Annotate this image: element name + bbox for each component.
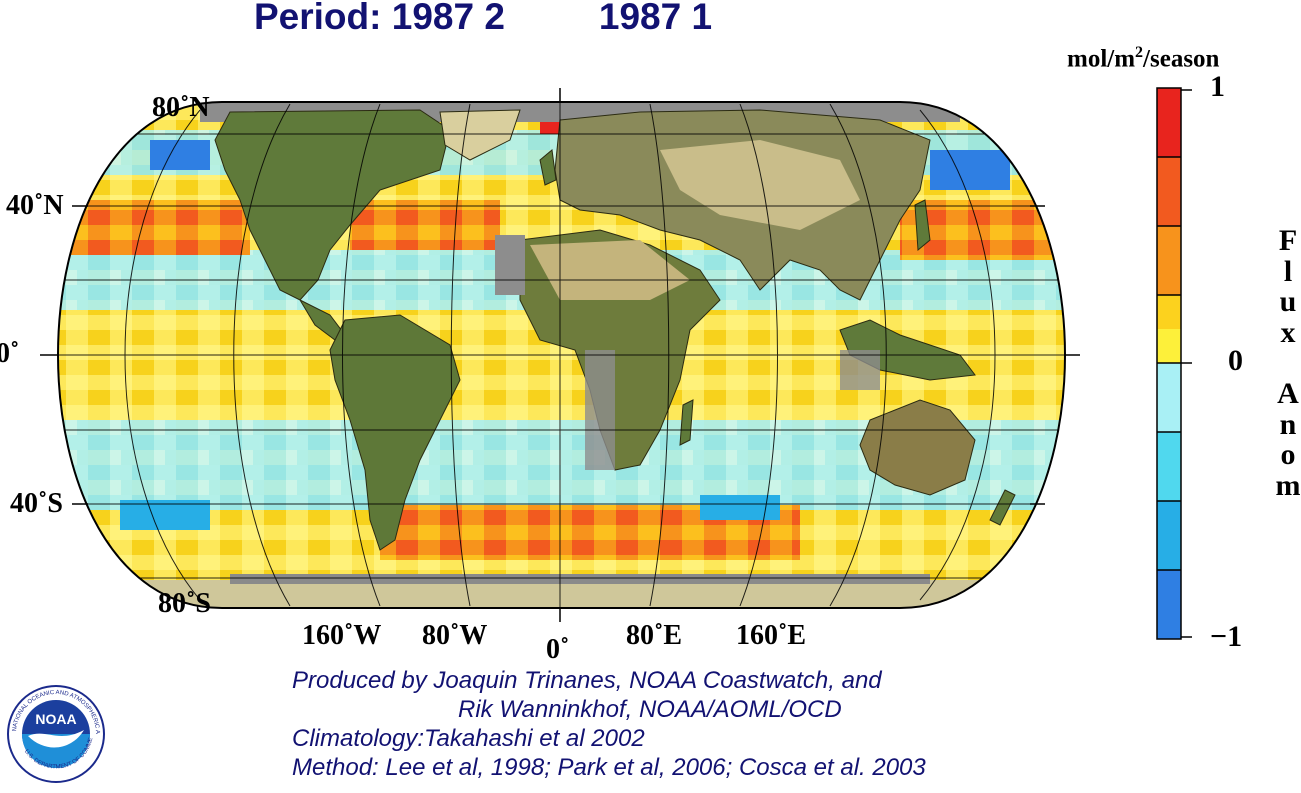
lon-label-160e: 160˚E (736, 620, 806, 651)
southwest-africa-no-data (585, 350, 615, 470)
north-pacific-east-anomaly (70, 200, 250, 255)
credits-block: Produced by Joaquin Trinanes, NOAA Coast… (292, 666, 926, 782)
unit-text-rest: /season (1143, 45, 1220, 73)
colorbar-segment (1157, 501, 1181, 570)
japan (914, 199, 931, 252)
madagascar (679, 399, 694, 446)
west-africa-no-data (495, 235, 525, 295)
credits-line-3: Climatology:Takahashi et al 2002 (292, 725, 645, 752)
noaa-logo-svg: NOAA NATIONAL OCEANIC AND ATMOSPHERIC AD… (4, 680, 105, 783)
noaa-logo: NOAA NATIONAL OCEANIC AND ATMOSPHERIC AD… (4, 680, 106, 784)
globe-clip-group (58, 102, 1065, 608)
bering-blue-cell (150, 140, 210, 170)
colorbar-unit-label: mol/m2/season (1067, 44, 1219, 73)
colorbar-segment (1157, 88, 1181, 157)
lon-label-160w: 160˚W (302, 620, 382, 651)
colorbar-segment (1157, 157, 1181, 226)
graticule (58, 102, 1065, 608)
lon-label-80w: 80˚W (422, 620, 488, 651)
colorbar-segment (1157, 295, 1181, 329)
side-label-char: A (1277, 376, 1299, 410)
south-america (329, 314, 461, 551)
side-label-char: n (1279, 407, 1297, 441)
north-america (214, 109, 451, 301)
period-second-label: 1987 1 (598, 0, 713, 37)
lat-label-0: 0˚ (0, 338, 20, 369)
unit-text: mol/m (1067, 45, 1136, 73)
sahara (530, 240, 690, 300)
antarctic-ice-edge (230, 574, 930, 584)
colorbar-segment (1157, 570, 1181, 639)
colorbar-segment (1157, 363, 1181, 432)
map-title: Period: 1987 2 1987 1 (254, 0, 712, 38)
lat-label-40s: 40˚S (10, 488, 63, 519)
side-label-char: u (1279, 285, 1297, 319)
side-label-char: x (1280, 315, 1296, 349)
british-isles (539, 149, 557, 186)
unit-superscript: 2 (1135, 44, 1144, 61)
maritime-no-data (840, 350, 880, 390)
noaa-logo-text: NOAA (35, 711, 76, 727)
credits-line-4: Method: Lee et al, 1998; Park et al, 200… (292, 754, 926, 781)
australia (859, 399, 976, 496)
credits-line-2: Rik Wanninkhof, NOAA/AOML/OCD (458, 696, 842, 723)
side-label-char: l (1283, 254, 1293, 288)
colorbar-segment (1157, 329, 1181, 363)
colorbar-mid-label: 0 (1228, 344, 1243, 377)
colorbar-segment (1157, 226, 1181, 295)
colorbar-max-label: 1 (1210, 70, 1225, 103)
colorbar-min-label: −1 (1210, 620, 1243, 653)
antarctica (58, 580, 1065, 608)
lat-label-80n: 80˚N (152, 92, 210, 123)
greenland (439, 109, 521, 161)
period-label: Period: 1987 2 (254, 0, 505, 37)
south-indian-blue-cell (700, 495, 780, 520)
colorbar-segment (1157, 432, 1181, 501)
lat-ticks (40, 88, 1080, 622)
lon-label-80e: 80˚E (626, 620, 682, 651)
kamchatka-blue-cell (930, 150, 1010, 190)
side-label-char: F (1278, 224, 1298, 257)
lat-label-40n: 40˚N (6, 190, 64, 221)
lat-label-80s: 80˚S (158, 588, 211, 619)
colorbar (1156, 87, 1192, 640)
north-atlantic-anomaly (350, 200, 500, 250)
side-label-char: m (1275, 468, 1301, 502)
credits-line-1: Produced by Joaquin Trinanes, NOAA Coast… (292, 667, 882, 694)
central-asia-highlands (660, 140, 860, 230)
side-label-char (1268, 348, 1301, 379)
lon-label-0: 0˚ (546, 634, 570, 665)
globe-outline (56, 101, 1067, 609)
new-zealand (989, 489, 1016, 526)
colorbar-side-label: F l u x A n o m (1268, 224, 1301, 502)
side-label-char: o (1280, 438, 1296, 472)
south-pacific-blue-cell (120, 500, 210, 530)
